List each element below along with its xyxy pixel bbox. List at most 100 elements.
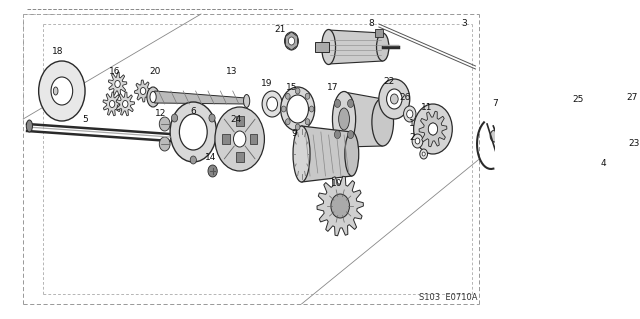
Text: 15: 15 <box>285 83 297 92</box>
Circle shape <box>190 156 196 164</box>
Circle shape <box>379 79 410 119</box>
Ellipse shape <box>293 126 310 182</box>
Text: 7: 7 <box>492 100 498 108</box>
Ellipse shape <box>150 92 156 102</box>
Polygon shape <box>301 126 352 182</box>
Circle shape <box>281 87 315 131</box>
Bar <box>222 134 230 144</box>
Circle shape <box>140 87 146 94</box>
Text: 8: 8 <box>368 19 374 28</box>
Circle shape <box>334 100 340 108</box>
Text: 25: 25 <box>573 94 584 103</box>
Circle shape <box>170 102 216 162</box>
Circle shape <box>428 123 438 135</box>
Text: 11: 11 <box>421 102 433 112</box>
Circle shape <box>295 88 300 94</box>
Polygon shape <box>108 72 127 96</box>
Circle shape <box>428 123 438 135</box>
Circle shape <box>289 37 294 45</box>
Text: 2: 2 <box>409 132 415 142</box>
Text: 19: 19 <box>261 79 273 88</box>
Text: 3: 3 <box>461 19 467 28</box>
Circle shape <box>609 171 636 207</box>
Circle shape <box>581 99 586 105</box>
Circle shape <box>179 114 207 150</box>
Circle shape <box>331 194 349 218</box>
Circle shape <box>390 94 398 104</box>
Circle shape <box>404 106 416 122</box>
Circle shape <box>172 114 178 122</box>
Ellipse shape <box>322 29 335 64</box>
Text: 16: 16 <box>109 66 120 76</box>
Circle shape <box>208 165 217 177</box>
Text: 24: 24 <box>230 115 241 123</box>
Text: 10: 10 <box>331 180 342 189</box>
Circle shape <box>159 137 170 151</box>
Circle shape <box>295 124 300 130</box>
Circle shape <box>599 159 640 219</box>
Ellipse shape <box>147 87 159 107</box>
Circle shape <box>159 117 170 131</box>
Polygon shape <box>103 92 122 116</box>
Text: 6: 6 <box>191 107 196 115</box>
Polygon shape <box>317 176 364 236</box>
Ellipse shape <box>372 98 394 146</box>
Polygon shape <box>315 42 328 52</box>
Circle shape <box>490 130 499 142</box>
Circle shape <box>588 157 596 167</box>
Circle shape <box>267 97 278 111</box>
Circle shape <box>51 77 73 105</box>
Circle shape <box>618 239 627 249</box>
Text: 18: 18 <box>52 47 64 56</box>
Text: 12: 12 <box>155 109 166 118</box>
Circle shape <box>413 104 452 154</box>
Text: 13: 13 <box>226 66 237 76</box>
Polygon shape <box>629 152 639 166</box>
Bar <box>236 152 244 162</box>
Circle shape <box>348 100 354 108</box>
Polygon shape <box>576 92 595 112</box>
Circle shape <box>285 119 290 125</box>
Circle shape <box>348 130 354 138</box>
Polygon shape <box>595 129 640 254</box>
Circle shape <box>420 149 428 159</box>
Polygon shape <box>134 80 152 102</box>
Circle shape <box>109 100 115 108</box>
Text: 17: 17 <box>326 83 338 92</box>
Bar <box>250 134 257 144</box>
Text: 27: 27 <box>627 93 638 101</box>
Polygon shape <box>328 30 383 64</box>
Circle shape <box>412 134 423 148</box>
Bar <box>375 29 383 37</box>
Text: 26: 26 <box>399 93 411 101</box>
Ellipse shape <box>244 94 250 108</box>
Circle shape <box>209 114 215 122</box>
Text: 4: 4 <box>600 160 606 168</box>
Circle shape <box>282 106 286 112</box>
Text: 14: 14 <box>205 152 216 161</box>
Ellipse shape <box>345 132 359 176</box>
Text: 21: 21 <box>274 25 285 33</box>
Circle shape <box>215 107 264 171</box>
Circle shape <box>415 138 420 144</box>
Text: 22: 22 <box>383 77 394 85</box>
Circle shape <box>305 119 310 125</box>
Circle shape <box>332 195 349 217</box>
Circle shape <box>38 61 85 121</box>
Circle shape <box>285 93 290 99</box>
Circle shape <box>122 100 128 108</box>
Polygon shape <box>285 32 298 50</box>
Circle shape <box>387 89 402 109</box>
Circle shape <box>334 130 340 138</box>
Bar <box>236 116 244 126</box>
Polygon shape <box>419 111 447 147</box>
Ellipse shape <box>332 92 356 146</box>
Polygon shape <box>344 92 383 147</box>
Polygon shape <box>116 92 134 116</box>
Circle shape <box>632 156 636 162</box>
Circle shape <box>305 93 310 99</box>
Text: 1: 1 <box>409 120 415 129</box>
Circle shape <box>234 131 246 147</box>
Circle shape <box>422 152 425 156</box>
Text: 5: 5 <box>82 115 88 123</box>
